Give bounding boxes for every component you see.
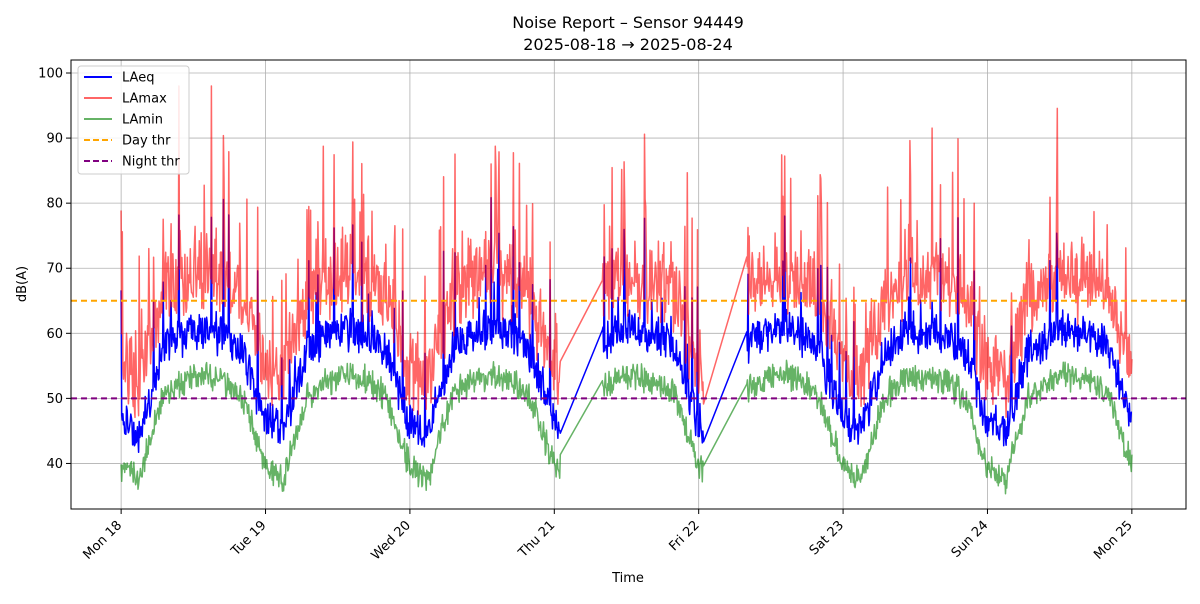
y-tick-label: 50 xyxy=(46,392,63,407)
y-tick-label: 70 xyxy=(46,262,63,277)
y-tick-label: 90 xyxy=(46,132,63,147)
threshold-layer xyxy=(71,299,1186,400)
y-tick-label: 40 xyxy=(46,457,63,472)
legend-entry: LAmin xyxy=(122,113,163,128)
legend-entry: Night thr xyxy=(122,155,180,170)
series-line-lamax xyxy=(120,85,1133,419)
series-layer xyxy=(120,85,1133,495)
legend-box xyxy=(77,65,190,175)
y-tick-label: 100 xyxy=(38,67,63,82)
chart-title: Noise Report – Sensor 94449 xyxy=(512,13,744,32)
x-axis-label: Time xyxy=(611,571,644,586)
legend-entry: LAmax xyxy=(122,92,167,107)
y-axis-ticks: 40 50 60 70 80 90 100 xyxy=(38,67,71,472)
series-line-lamin xyxy=(120,359,1133,495)
legend: LAeq LAmax LAmin Day thr Night thr xyxy=(77,65,190,175)
chart-subtitle: 2025-08-18 → 2025-08-24 xyxy=(523,35,733,54)
legend-entry: Day thr xyxy=(122,134,171,149)
legend-entry: LAeq xyxy=(122,71,154,86)
y-tick-label: 80 xyxy=(46,197,63,212)
y-axis-label: dB(A) xyxy=(15,266,30,302)
series-line-laeq xyxy=(120,197,1133,454)
plot-frame xyxy=(70,59,1187,510)
y-tick-label: 60 xyxy=(46,327,63,342)
